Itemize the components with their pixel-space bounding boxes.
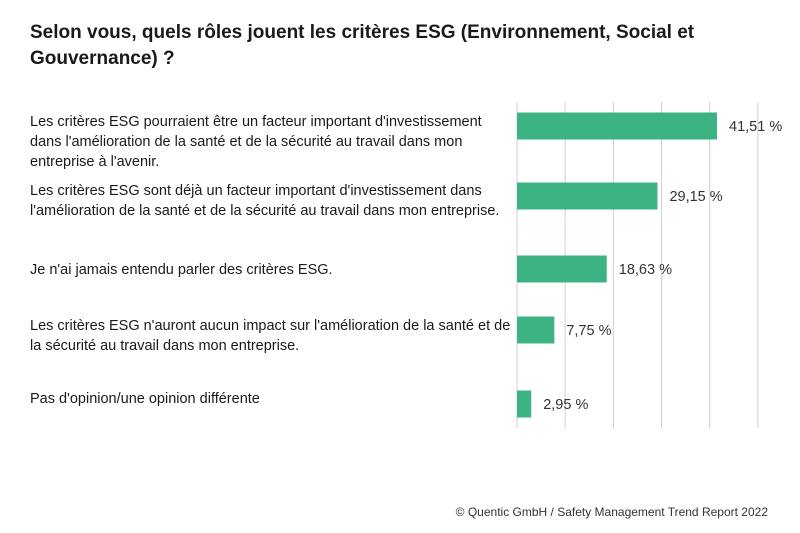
chart-title: Selon vous, quels rôles jouent les critè… xyxy=(30,22,695,69)
category-label: Je n'ai jamais entendu parler des critèr… xyxy=(30,262,333,278)
bar xyxy=(517,316,555,344)
data-label: 2,95 % xyxy=(543,397,588,413)
bar xyxy=(517,182,658,210)
bar xyxy=(517,390,532,418)
bar xyxy=(517,112,717,140)
data-label: 7,75 % xyxy=(566,323,611,339)
category-label: Les critères ESG sont déjà un facteur im… xyxy=(30,183,500,219)
data-label: 18,63 % xyxy=(619,262,672,278)
category-label: Pas d'opinion/une opinion différente xyxy=(30,391,260,407)
bar xyxy=(517,255,607,283)
data-label: 41,51 % xyxy=(729,119,782,135)
category-label: Les critères ESG pourraient être un fact… xyxy=(30,114,482,170)
copyright-footer: © Quentic GmbH / Safety Management Trend… xyxy=(455,505,768,519)
category-label: Les critères ESG n'auront aucun impact s… xyxy=(30,318,511,354)
data-label: 29,15 % xyxy=(669,189,722,205)
